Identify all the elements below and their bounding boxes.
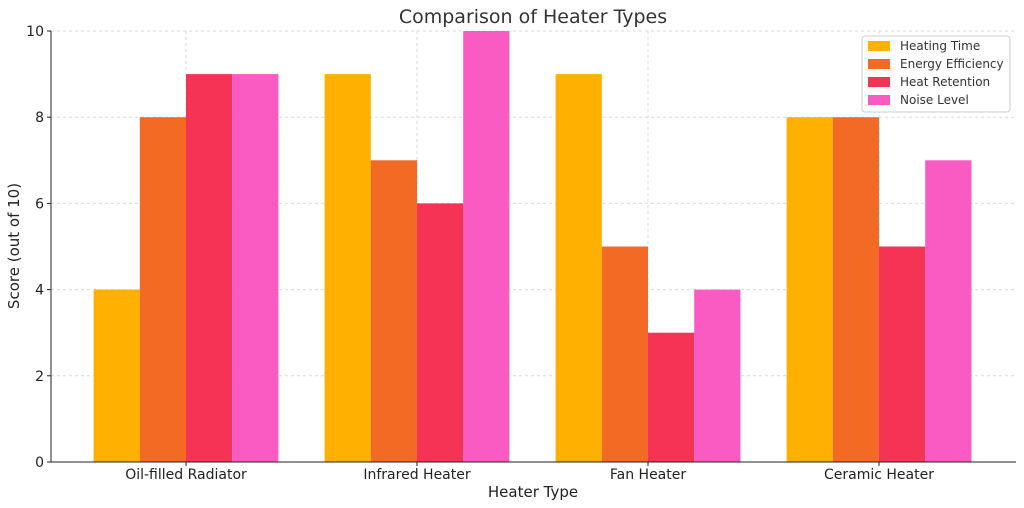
bar [186,74,233,462]
legend-swatch [868,41,890,51]
y-tick-label: 0 [35,455,44,471]
bar [417,203,464,462]
y-axis-label: Score (out of 10) [5,183,23,309]
bar [832,117,879,462]
bar [925,160,972,463]
bar [555,74,602,462]
chart-title: Comparison of Heater Types [399,6,667,28]
legend-label: Noise Level [900,93,969,107]
y-tick-label: 4 [35,283,44,299]
legend-swatch [868,77,890,87]
bar [694,289,741,462]
ticks-layer: 0 2 4 6 8 10 Oil-filled Radiator Infrared Heate… [26,24,934,483]
x-tick-label: Ceramic Heater [824,467,934,483]
legend-box [861,35,1011,113]
bars-layer [93,31,972,463]
bar [232,74,279,462]
x-tick-label: Oil-filled Radiator [125,467,247,483]
legend-items: Heating Time Energy Efficiency Heat Retent… [868,39,1004,107]
legend-label: Energy Efficiency [900,57,1004,71]
legend: Heating Time Energy Efficiency Heat Retent… [861,35,1011,113]
axes-layer [50,31,1016,463]
bar [139,117,186,462]
bar [879,246,926,462]
y-tick-label: 8 [35,110,44,126]
x-tick-label: Infrared Heater [363,467,470,483]
legend-swatch [868,59,890,69]
legend-swatch [868,95,890,105]
legend-label: Heating Time [900,39,980,53]
bar [786,117,833,462]
bar [324,74,371,462]
x-tick-label: Fan Heater [610,467,686,483]
bar [463,31,510,462]
bar [93,289,140,462]
bar [601,246,648,462]
y-tick-label: 10 [26,24,44,40]
y-tick-label: 2 [35,369,44,385]
y-tick-label: 6 [35,196,44,212]
legend-label: Heat Retention [900,75,990,89]
bar [370,160,417,463]
x-axis-label: Heater Type [488,483,578,501]
bar [648,332,695,462]
